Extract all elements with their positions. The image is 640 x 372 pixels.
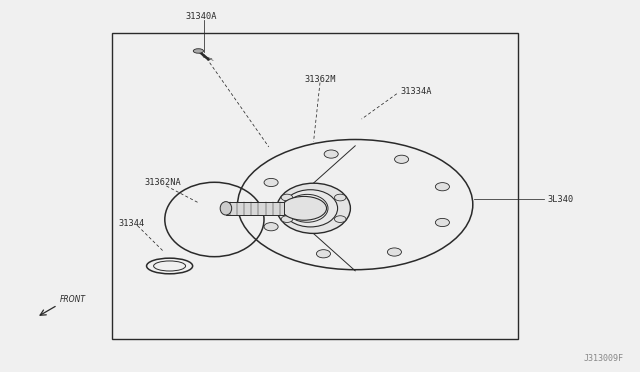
Ellipse shape <box>220 202 232 215</box>
Ellipse shape <box>277 183 351 234</box>
Circle shape <box>324 150 338 158</box>
Circle shape <box>316 250 330 258</box>
Circle shape <box>387 248 401 256</box>
Circle shape <box>335 194 346 201</box>
Circle shape <box>264 222 278 231</box>
Text: 31362M: 31362M <box>304 76 336 84</box>
Polygon shape <box>226 202 284 215</box>
Text: J313009F: J313009F <box>584 354 624 363</box>
Text: 31362NA: 31362NA <box>145 178 182 187</box>
Circle shape <box>435 218 449 227</box>
Bar <box>112 33 518 339</box>
Circle shape <box>281 194 292 201</box>
Ellipse shape <box>287 194 328 222</box>
Text: 31344: 31344 <box>118 219 145 228</box>
Ellipse shape <box>282 196 326 220</box>
Circle shape <box>264 179 278 187</box>
Ellipse shape <box>237 140 473 270</box>
Text: 31340A: 31340A <box>186 12 218 21</box>
Circle shape <box>394 155 409 163</box>
Ellipse shape <box>284 190 338 227</box>
Text: FRONT: FRONT <box>60 295 86 304</box>
Circle shape <box>335 216 346 222</box>
Text: 3L340: 3L340 <box>547 195 573 203</box>
Ellipse shape <box>193 49 204 53</box>
Circle shape <box>435 183 449 191</box>
Circle shape <box>281 216 292 222</box>
Text: 31334A: 31334A <box>400 87 431 96</box>
